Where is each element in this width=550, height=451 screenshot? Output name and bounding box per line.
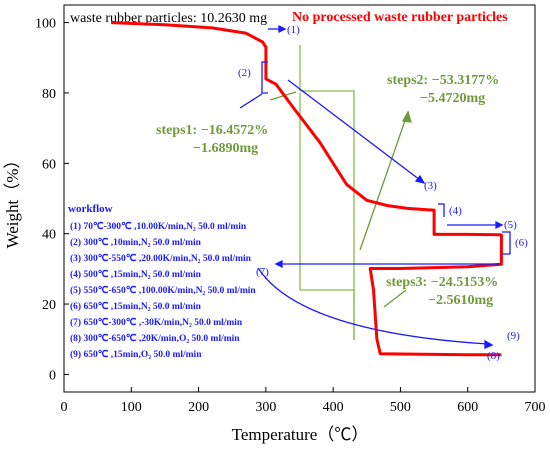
step1-mass: −1.6890mg bbox=[193, 141, 258, 156]
x-tick-label: 500 bbox=[390, 400, 411, 415]
arrow-1-head bbox=[278, 24, 287, 34]
arrow-2 bbox=[239, 93, 263, 109]
bracket-6 bbox=[502, 231, 511, 255]
y-tick-label: 80 bbox=[42, 87, 56, 102]
step3-mass: −2.5610mg bbox=[428, 293, 493, 308]
y-axis-title: Weight（%） bbox=[3, 152, 22, 249]
weight-curve bbox=[111, 21, 503, 357]
marker-7: (7) bbox=[256, 266, 269, 278]
y-axis-ticks: 0 20 40 60 80 100 bbox=[35, 17, 69, 383]
stage-arrows bbox=[239, 24, 511, 349]
marker-3: (3) bbox=[424, 180, 437, 192]
x-tick-label: 100 bbox=[121, 400, 142, 415]
x-tick-label: 600 bbox=[457, 400, 478, 415]
step-guide-1 bbox=[299, 93, 355, 340]
y-tick-label: 0 bbox=[49, 368, 56, 383]
x-tick-label: 0 bbox=[61, 400, 68, 415]
workflow-item-5: (5) 550℃-650℃ ,100.00K/min,N₂ 50.0 ml/mi… bbox=[70, 285, 256, 296]
y-tick-label: 60 bbox=[42, 157, 56, 172]
step2-pointer bbox=[359, 111, 409, 251]
x-tick-label: 400 bbox=[323, 400, 344, 415]
workflow-legend: workflow (1) 70℃-300℃ ,10.00K/min,N₂ 50.… bbox=[68, 203, 256, 360]
step2-arrowhead bbox=[401, 110, 412, 123]
workflow-item-9: (9) 650℃ ,15min,O₂ 50.0 ml/min bbox=[70, 349, 202, 360]
plot-frame bbox=[63, 4, 536, 393]
workflow-item-1: (1) 70℃-300℃ ,10.00K/min,N₂ 50.0 ml/min bbox=[70, 221, 247, 232]
arrow-3-head bbox=[414, 174, 426, 185]
step3-pointer bbox=[383, 289, 407, 308]
marker-8: (8) bbox=[487, 350, 500, 362]
marker-5: (5) bbox=[504, 219, 517, 231]
arrow-3 bbox=[287, 79, 421, 181]
y-tick-label: 100 bbox=[35, 17, 56, 32]
arrow-8 bbox=[257, 267, 489, 345]
bracket-4 bbox=[438, 203, 445, 217]
y-tick-label: 40 bbox=[42, 228, 56, 243]
x-axis-title: Temperature（℃） bbox=[232, 425, 369, 444]
y-tick-label: 20 bbox=[42, 298, 56, 313]
arrow-8-head bbox=[484, 339, 494, 349]
workflow-item-2: (2) 300℃ ,10min,N₂ 50.0 ml/min bbox=[70, 237, 202, 248]
arrow-7-head bbox=[274, 259, 283, 269]
workflow-item-4: (4) 500℃ ,15min,N₂ 50.0 ml/min bbox=[70, 269, 202, 280]
marker-4: (4) bbox=[449, 205, 462, 217]
workflow-item-6: (6) 650℃ ,15min,N₂ 50.0 ml/min bbox=[70, 301, 202, 312]
step-guide-2 bbox=[300, 90, 355, 340]
x-tick-label: 300 bbox=[255, 400, 276, 415]
x-tick-label: 200 bbox=[188, 400, 209, 415]
step2-label: steps2: −53.3177% bbox=[387, 73, 499, 88]
step1-label: steps1: −16.4572% bbox=[156, 123, 268, 138]
arrow-5-head bbox=[495, 220, 504, 230]
marker-6: (6) bbox=[515, 237, 528, 249]
step3-label: steps3: −24.5153% bbox=[386, 275, 498, 290]
bracket-2 bbox=[261, 61, 268, 94]
workflow-item-3: (3) 300℃-550℃ ,20.00K/min,N₂ 50.0 ml/min bbox=[70, 253, 252, 264]
workflow-title: workflow bbox=[68, 203, 113, 215]
x-axis-ticks: 0 100 200 300 400 500 600 700 bbox=[61, 387, 546, 415]
step-guide-lines bbox=[299, 45, 355, 340]
workflow-item-8: (8) 300℃-650℃ ,20K/min,O₂ 50.0 ml/min bbox=[70, 333, 240, 344]
marker-1: (1) bbox=[287, 24, 300, 36]
x-tick-label: 700 bbox=[525, 400, 546, 415]
workflow-item-7: (7) 650℃-300℃ ,-30K/min,N₂ 50.0 ml/min bbox=[70, 317, 243, 328]
chart-title: No processed waste rubber particles bbox=[292, 10, 508, 25]
step2-mass: −5.4720mg bbox=[420, 91, 485, 106]
marker-2: (2) bbox=[238, 67, 251, 79]
marker-9: (9) bbox=[507, 330, 520, 342]
